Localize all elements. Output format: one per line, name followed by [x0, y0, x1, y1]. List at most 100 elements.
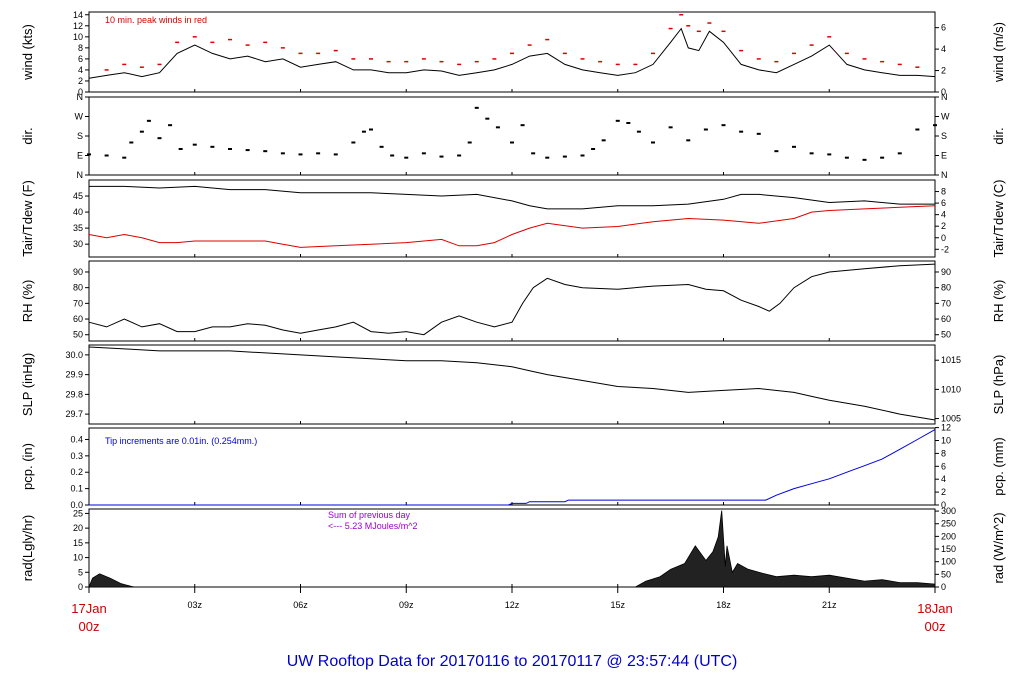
left-axis-label: rad(Lgly/hr): [20, 515, 35, 581]
slp-panel: 29.7 29.8 29.9 30.0 1005 1010 1015 SLP (inHg) SL…: [20, 344, 1006, 425]
dir-point: [520, 124, 525, 127]
dir-point: [580, 154, 585, 157]
right-tick-label: N: [941, 170, 948, 180]
left-tick-label: 45: [73, 191, 83, 201]
dir-point: [668, 126, 673, 129]
left-tick-label: 29.7: [65, 409, 83, 419]
left-tick-label: 14: [73, 10, 83, 20]
dir-point: [298, 153, 303, 156]
right-tick-label: 80: [941, 283, 951, 293]
time-axis-label: 18z: [716, 600, 731, 610]
dir-point: [862, 158, 867, 161]
dir-point: [439, 155, 444, 158]
dir-point: [457, 154, 462, 157]
dir-point: [651, 141, 655, 144]
left-tick-label: 70: [73, 298, 83, 308]
panel-frame: [88, 344, 936, 425]
time-axis-label: 06z: [293, 600, 308, 610]
right-tick-label: N: [941, 92, 948, 102]
right-tick-label: 1010: [941, 384, 961, 394]
temp-series-line-0: [89, 185, 935, 210]
panel-frame: [88, 11, 936, 93]
pcp-annotation: Tip increments are 0.01in. (0.254mm.): [105, 436, 257, 446]
right-tick-label: 0: [941, 582, 946, 592]
time-axis-label: 15z: [610, 600, 625, 610]
dir-point: [467, 141, 472, 144]
dir-point: [146, 119, 151, 122]
dir-point: [390, 154, 395, 157]
end-time-label: 00z: [925, 619, 946, 634]
left-tick-label: 30: [73, 239, 83, 249]
left-tick-label: W: [75, 112, 84, 122]
dir-point: [361, 130, 366, 133]
left-tick-label: 0.1: [70, 484, 83, 494]
left-tick-label: 29.8: [65, 389, 83, 399]
right-tick-label: 6: [941, 23, 946, 33]
dir-point: [421, 152, 426, 155]
right-tick-label: 2: [941, 66, 946, 76]
left-tick-label: 15: [73, 538, 83, 548]
time-axis-label: 12z: [505, 600, 520, 610]
dir-point: [809, 152, 814, 155]
time-axis-label: 03z: [187, 600, 202, 610]
dir-point: [87, 153, 91, 156]
chart-title: UW Rooftop Data for 20170116 to 20170117…: [287, 653, 738, 670]
temp-panel: 30 35 40 45 -20 24 68 Tair/Tdew (F) Tair/Tdew (C…: [20, 179, 1006, 257]
time-axis-label: 09z: [399, 600, 414, 610]
right-tick-label: 0: [941, 500, 946, 510]
dir-point: [263, 150, 268, 153]
dir-point: [510, 141, 514, 144]
dir-point: [721, 124, 726, 127]
end-date-label: 18Jan: [917, 601, 952, 616]
right-tick-label: E: [941, 151, 947, 161]
right-axis-label: pcp. (mm): [991, 437, 1006, 496]
dir-point: [485, 117, 490, 120]
dir-point: [827, 153, 832, 156]
rad-panel: 0510152025050100150200250300rad(Lgly/hr)…: [20, 506, 1006, 592]
left-axis-label: Tair/Tdew (F): [20, 180, 35, 257]
left-tick-label: 0: [78, 87, 83, 97]
left-tick-label: 40: [73, 207, 83, 217]
dir-point: [316, 152, 321, 155]
dir-point: [129, 141, 134, 144]
dir-point: [122, 156, 127, 159]
left-tick-label: 10: [73, 32, 83, 42]
left-axis-label: RH (%): [20, 280, 35, 323]
right-tick-label: 1015: [941, 355, 961, 365]
right-tick-label: 250: [941, 519, 956, 529]
left-tick-label: 29.9: [65, 370, 83, 380]
right-axis-label: Tair/Tdew (C): [991, 179, 1006, 257]
dir-point: [210, 145, 215, 148]
dir-point: [615, 119, 620, 122]
panel-frame: [88, 96, 936, 176]
dir-point: [792, 145, 796, 148]
dir-point: [601, 139, 606, 142]
dir-point: [545, 156, 550, 159]
dir-point: [369, 128, 373, 131]
dir-point: [280, 152, 285, 155]
dir-point: [626, 122, 631, 124]
dir-point: [636, 130, 641, 133]
left-tick-label: 0.0: [70, 500, 83, 510]
dir-point: [739, 130, 744, 133]
rad-annotation-2: <--- 5.23 MJoules/m^2: [328, 521, 418, 531]
right-tick-label: 4: [941, 474, 946, 484]
dir-point: [404, 156, 409, 159]
right-tick-label: 12: [941, 423, 951, 433]
left-tick-label: 0.2: [70, 467, 83, 477]
right-tick-label: 4: [941, 210, 946, 220]
dir-point: [686, 139, 691, 142]
panel-frame: [88, 179, 936, 258]
left-tick-label: 8: [78, 43, 83, 53]
right-tick-label: 50: [941, 330, 951, 340]
radiation-area: [88, 510, 936, 588]
right-tick-label: 2: [941, 221, 946, 231]
dir-point: [139, 130, 144, 133]
left-tick-label: 35: [73, 223, 83, 233]
left-tick-label: N: [77, 170, 84, 180]
left-tick-label: 0.4: [70, 434, 83, 444]
dir-point: [178, 148, 183, 150]
right-tick-label: S: [941, 131, 947, 141]
